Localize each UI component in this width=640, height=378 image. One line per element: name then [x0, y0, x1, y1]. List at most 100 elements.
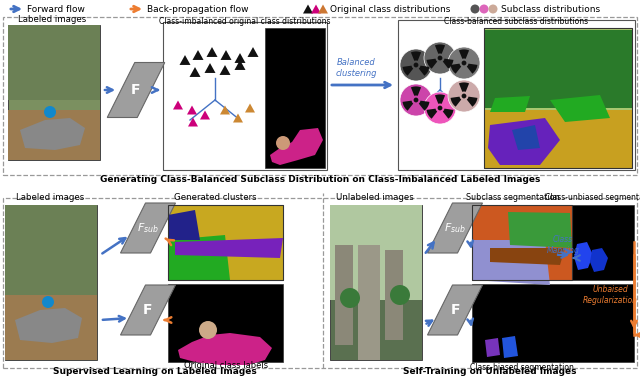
- FancyBboxPatch shape: [358, 245, 380, 360]
- Polygon shape: [270, 128, 323, 165]
- Polygon shape: [467, 64, 477, 74]
- Polygon shape: [485, 338, 500, 357]
- Polygon shape: [220, 105, 230, 115]
- Polygon shape: [120, 203, 175, 253]
- Text: Class-unbiased segmentation: Class-unbiased segmentation: [545, 192, 640, 201]
- Polygon shape: [175, 238, 283, 258]
- FancyBboxPatch shape: [8, 110, 100, 160]
- Polygon shape: [590, 248, 608, 272]
- Polygon shape: [419, 66, 429, 76]
- Polygon shape: [484, 30, 632, 108]
- Text: Subclass distributions: Subclass distributions: [501, 5, 600, 14]
- FancyBboxPatch shape: [572, 205, 634, 280]
- Polygon shape: [490, 248, 565, 265]
- Circle shape: [199, 321, 217, 339]
- Polygon shape: [207, 47, 218, 57]
- Polygon shape: [459, 82, 469, 92]
- Polygon shape: [248, 47, 259, 57]
- FancyBboxPatch shape: [385, 250, 403, 340]
- Text: Supervised Learning on Labeled Images: Supervised Learning on Labeled Images: [53, 367, 257, 376]
- Circle shape: [448, 80, 480, 112]
- Polygon shape: [15, 308, 82, 343]
- Polygon shape: [451, 64, 461, 74]
- FancyBboxPatch shape: [484, 28, 632, 168]
- Text: Class
Mapping: Class Mapping: [547, 235, 579, 255]
- FancyBboxPatch shape: [5, 205, 97, 295]
- Polygon shape: [443, 59, 454, 69]
- Polygon shape: [193, 50, 204, 60]
- Text: Generated clusters: Generated clusters: [173, 192, 256, 201]
- Polygon shape: [187, 105, 197, 115]
- Text: Class-imbalanced original class distributions: Class-imbalanced original class distribu…: [159, 17, 331, 26]
- Polygon shape: [411, 87, 421, 96]
- Circle shape: [424, 92, 456, 124]
- FancyBboxPatch shape: [330, 205, 422, 360]
- Text: Forward flow: Forward flow: [27, 5, 85, 14]
- FancyBboxPatch shape: [163, 22, 327, 170]
- Text: $F_{sub}$: $F_{sub}$: [444, 221, 466, 235]
- FancyBboxPatch shape: [265, 28, 325, 168]
- Polygon shape: [168, 235, 230, 280]
- Polygon shape: [574, 242, 593, 270]
- Circle shape: [470, 5, 479, 14]
- Text: Labeled images: Labeled images: [18, 14, 86, 23]
- Circle shape: [438, 105, 442, 110]
- Polygon shape: [189, 67, 200, 77]
- Polygon shape: [245, 104, 255, 113]
- Polygon shape: [403, 66, 413, 76]
- Circle shape: [390, 285, 410, 305]
- Text: Class-balanced subclass distributions: Class-balanced subclass distributions: [444, 17, 588, 26]
- Polygon shape: [435, 45, 445, 54]
- Circle shape: [413, 63, 419, 67]
- Text: Unlabeled images: Unlabeled images: [336, 192, 414, 201]
- Polygon shape: [108, 62, 164, 118]
- Polygon shape: [426, 59, 437, 69]
- Polygon shape: [234, 53, 246, 63]
- Circle shape: [424, 42, 456, 74]
- Text: F: F: [131, 83, 141, 97]
- Circle shape: [340, 288, 360, 308]
- Text: $F_{sub}$: $F_{sub}$: [137, 221, 159, 235]
- Polygon shape: [459, 50, 469, 59]
- Polygon shape: [443, 108, 454, 119]
- Circle shape: [400, 49, 432, 81]
- Text: F: F: [143, 303, 153, 317]
- Polygon shape: [550, 95, 610, 122]
- FancyBboxPatch shape: [8, 25, 100, 160]
- FancyBboxPatch shape: [330, 205, 422, 300]
- Polygon shape: [220, 65, 230, 75]
- Polygon shape: [178, 333, 272, 365]
- Circle shape: [42, 296, 54, 308]
- Polygon shape: [411, 51, 421, 61]
- Circle shape: [44, 106, 56, 118]
- Text: Subclass segmentation: Subclass segmentation: [467, 192, 560, 201]
- Polygon shape: [428, 285, 483, 335]
- Circle shape: [488, 5, 497, 14]
- Polygon shape: [205, 63, 216, 73]
- Text: Original class distributions: Original class distributions: [330, 5, 451, 14]
- Text: Back-propagation flow: Back-propagation flow: [147, 5, 248, 14]
- Polygon shape: [120, 285, 175, 335]
- FancyBboxPatch shape: [335, 245, 353, 345]
- Text: Labeled images: Labeled images: [16, 192, 84, 201]
- Circle shape: [479, 5, 488, 14]
- Circle shape: [276, 136, 290, 150]
- FancyBboxPatch shape: [3, 198, 637, 368]
- FancyBboxPatch shape: [168, 205, 283, 280]
- Polygon shape: [472, 240, 550, 285]
- Polygon shape: [484, 110, 632, 168]
- FancyBboxPatch shape: [5, 205, 97, 360]
- Polygon shape: [234, 60, 246, 70]
- Circle shape: [413, 98, 419, 102]
- Text: Class-biased segmentation: Class-biased segmentation: [470, 364, 574, 372]
- Polygon shape: [311, 5, 321, 14]
- Polygon shape: [426, 108, 437, 119]
- Text: Unbaised
Regularization: Unbaised Regularization: [582, 285, 637, 305]
- FancyBboxPatch shape: [472, 205, 572, 280]
- Text: Balanced
clustering: Balanced clustering: [335, 58, 377, 78]
- Polygon shape: [20, 118, 85, 150]
- Polygon shape: [512, 125, 540, 150]
- Polygon shape: [200, 110, 210, 119]
- FancyBboxPatch shape: [3, 17, 637, 175]
- Circle shape: [438, 56, 442, 60]
